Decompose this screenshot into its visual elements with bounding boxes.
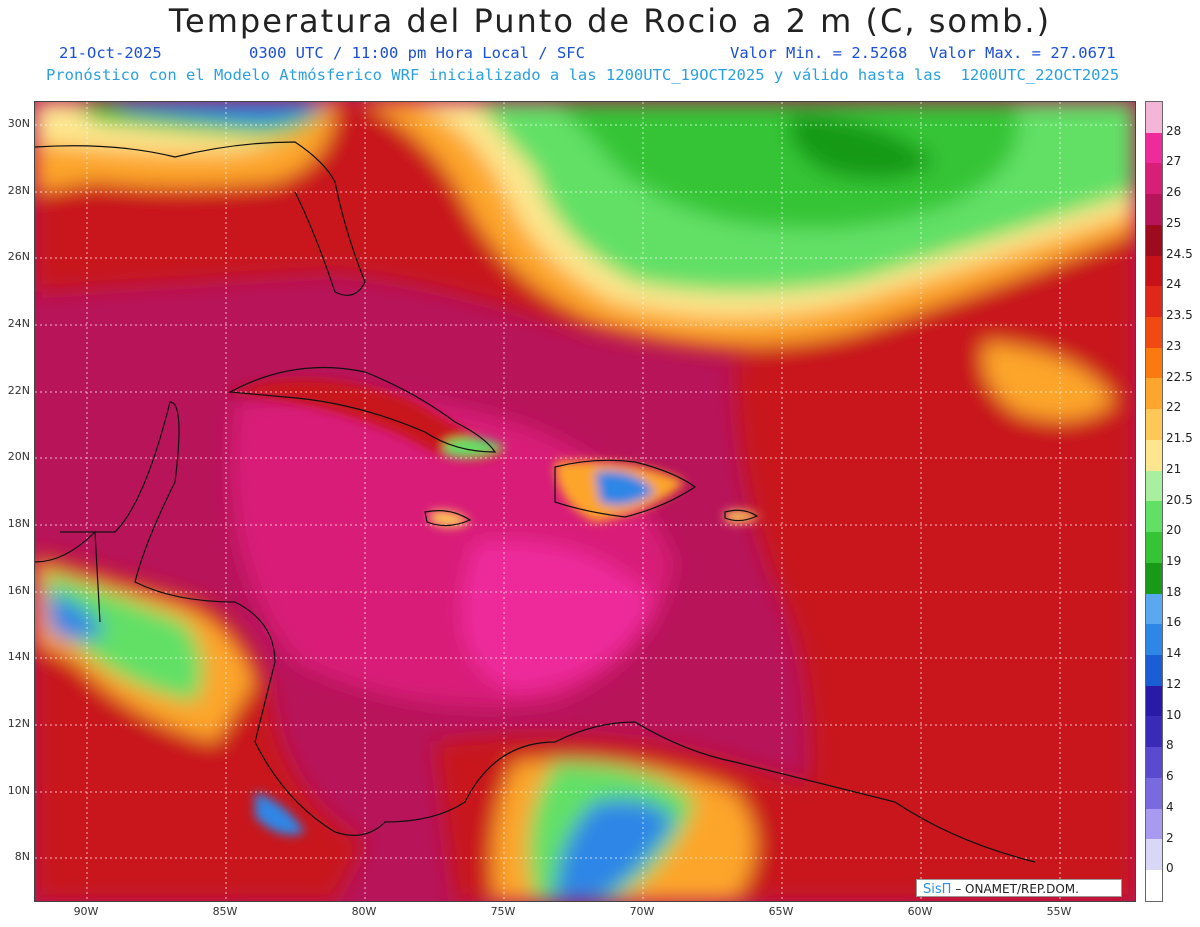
lat-label: 30N xyxy=(7,117,30,130)
colorbar-segment xyxy=(1146,286,1162,318)
colorbar-label: 12 xyxy=(1166,676,1182,691)
lat-label: 12N xyxy=(7,717,30,730)
lat-label: 10N xyxy=(7,784,30,797)
colorbar-label: 28 xyxy=(1166,123,1182,138)
colorbar-label: 10 xyxy=(1166,707,1182,722)
colorbar-segment xyxy=(1146,439,1162,471)
coastlines xyxy=(35,141,1036,863)
colorbar-label: 21 xyxy=(1166,461,1182,476)
colorbar-label: 22 xyxy=(1166,400,1182,415)
colorbar-segment xyxy=(1146,347,1162,379)
colorbar-segment xyxy=(1146,102,1162,133)
colorbar-label: 24.5 xyxy=(1166,246,1193,261)
colorbar-label: 6 xyxy=(1166,769,1174,784)
colorbar-segment xyxy=(1146,777,1162,809)
dewpoint-map xyxy=(34,101,1136,902)
colorbar-segment xyxy=(1146,624,1162,655)
credit-box: SisΠ – ONAMET/REP.DOM. xyxy=(916,879,1122,897)
colorbar-label: 16 xyxy=(1166,615,1182,630)
colorbar-segment xyxy=(1146,501,1162,533)
lat-label: 14N xyxy=(7,650,30,663)
lon-label: 85W xyxy=(212,905,238,918)
colorbar-segment xyxy=(1146,317,1162,348)
colorbar-segment xyxy=(1146,747,1162,778)
lon-label: 90W xyxy=(73,905,99,918)
colorbar-segment xyxy=(1146,839,1162,870)
model-info: Pronóstico con el Modelo Atmósferico WRF… xyxy=(46,66,1120,84)
colorbar-label: 24 xyxy=(1166,277,1182,292)
colorbar-label: 23 xyxy=(1166,338,1182,353)
valid-date: 21-Oct-2025 xyxy=(59,44,162,62)
colorbar xyxy=(1145,101,1163,902)
colorbar-label: 20.5 xyxy=(1166,492,1193,507)
colorbar-label: 2 xyxy=(1166,830,1174,845)
lon-label: 70W xyxy=(629,905,655,918)
lat-label: 24N xyxy=(7,317,30,330)
colorbar-label: 18 xyxy=(1166,584,1182,599)
lon-label: 60W xyxy=(907,905,933,918)
colorbar-segment xyxy=(1146,562,1162,594)
lat-label: 26N xyxy=(7,250,30,263)
colorbar-segment xyxy=(1146,132,1162,164)
max-value: Valor Max. = 27.0671 xyxy=(929,44,1116,62)
colorbar-segment xyxy=(1146,255,1162,287)
lon-label: 80W xyxy=(351,905,377,918)
colorbar-label: 4 xyxy=(1166,799,1174,814)
colorbar-label: 26 xyxy=(1166,185,1182,200)
colorbar-segment xyxy=(1146,194,1162,225)
lon-label: 65W xyxy=(768,905,794,918)
colorbar-label: 20 xyxy=(1166,523,1182,538)
colorbar-segment xyxy=(1146,716,1162,748)
lat-label: 28N xyxy=(7,184,30,197)
lon-label: 75W xyxy=(490,905,516,918)
lon-label: 55W xyxy=(1046,905,1072,918)
colorbar-segment xyxy=(1146,532,1162,563)
dewpoint-field xyxy=(35,102,1135,901)
map-title: Temperatura del Punto de Rocio a 2 m (C,… xyxy=(168,2,1052,40)
lat-label: 8N xyxy=(14,850,30,863)
colorbar-segment xyxy=(1146,654,1162,686)
lat-label: 18N xyxy=(7,517,30,530)
graticule xyxy=(35,102,1135,901)
colorbar-label: 27 xyxy=(1166,154,1182,169)
credit-text: – ONAMET/REP.DOM. xyxy=(951,882,1079,896)
colorbar-segment xyxy=(1146,808,1162,840)
colorbar-label: 14 xyxy=(1166,646,1182,661)
colorbar-segment xyxy=(1146,685,1162,717)
colorbar-label: 19 xyxy=(1166,553,1182,568)
colorbar-label: 21.5 xyxy=(1166,431,1193,446)
colorbar-label: 23.5 xyxy=(1166,308,1193,323)
lat-label: 20N xyxy=(7,450,30,463)
colorbar-label: 0 xyxy=(1166,861,1174,876)
min-value: Valor Min. = 2.5268 xyxy=(730,44,908,62)
lat-label: 16N xyxy=(7,584,30,597)
lat-label: 22N xyxy=(7,384,30,397)
valid-time: 0300 UTC / 11:00 pm Hora Local / SFC xyxy=(249,44,585,62)
colorbar-segment xyxy=(1146,163,1162,195)
colorbar-segment xyxy=(1146,224,1162,256)
colorbar-segment xyxy=(1146,470,1162,502)
colorbar-label: 8 xyxy=(1166,738,1174,753)
colorbar-label: 25 xyxy=(1166,215,1182,230)
colorbar-segment xyxy=(1146,593,1162,625)
colorbar-segment xyxy=(1146,409,1162,440)
colorbar-segment xyxy=(1146,378,1162,410)
colorbar-segment xyxy=(1146,869,1162,901)
sispi-logo: SisΠ xyxy=(923,882,952,897)
colorbar-label: 22.5 xyxy=(1166,369,1193,384)
